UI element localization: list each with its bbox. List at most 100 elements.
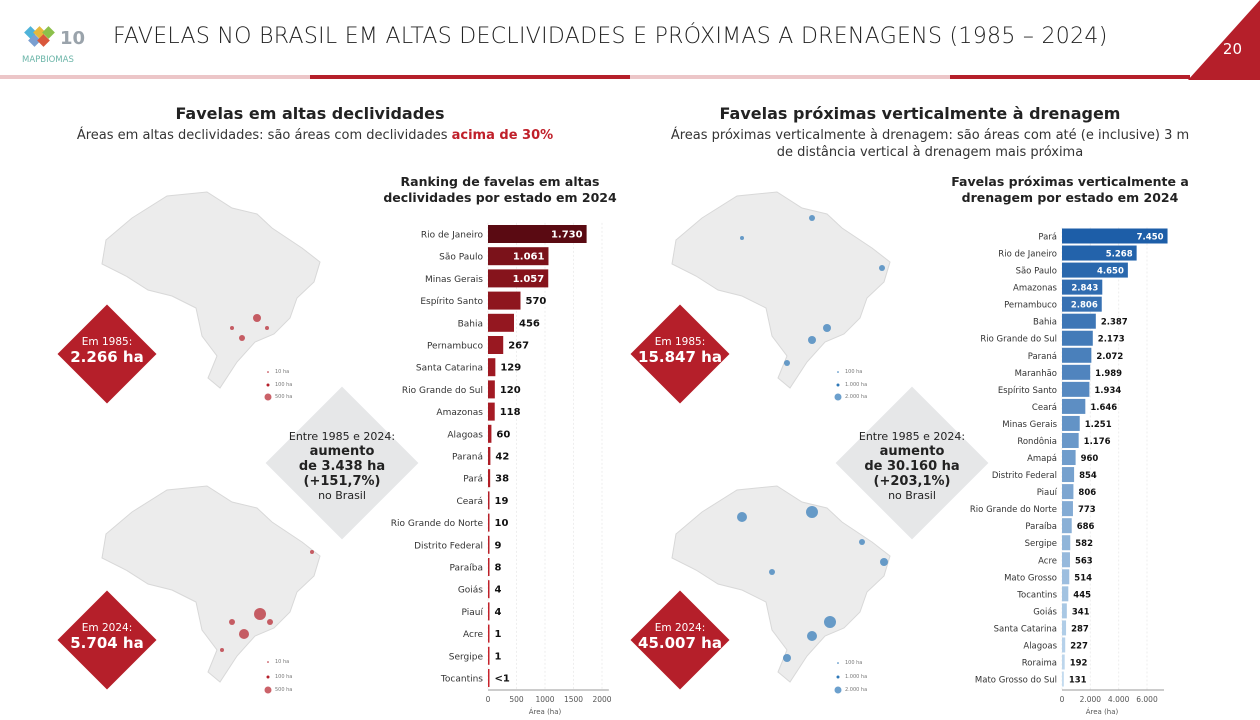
bar — [488, 313, 514, 332]
map-legend-label: 500 ha — [275, 687, 293, 693]
category-label: Acre — [463, 630, 483, 640]
left-panel-title: Favelas em altas declividades — [175, 104, 445, 123]
value-label: 42 — [495, 452, 509, 463]
category-label: Tocantins — [440, 675, 483, 685]
map-legend-label: 100 ha — [275, 382, 293, 388]
category-label: Espírito Santo — [420, 297, 483, 307]
change-text: aumento — [309, 444, 375, 459]
bar — [488, 624, 490, 643]
map-legend-label: 100 ha — [845, 660, 863, 666]
map-legend-label: 1.000 ha — [845, 674, 868, 680]
change-text: de 3.438 ha — [298, 459, 386, 474]
map-legend-label: 2.000 ha — [845, 394, 868, 400]
change-text: de 30.160 ha — [864, 459, 960, 474]
badge-value: 15.847 ha — [638, 348, 722, 366]
category-label: Amazonas — [436, 408, 483, 418]
map-1985-right — [671, 191, 891, 389]
bar — [488, 447, 491, 465]
value-label: 4 — [495, 607, 502, 618]
value-label: 10 — [495, 518, 509, 529]
x-tick-label: 1500 — [564, 695, 583, 704]
change-text: no Brasil — [888, 489, 936, 502]
bar — [488, 424, 492, 443]
right-panel-title: Favelas próximas verticalmente à drenage… — [719, 104, 1121, 123]
value-label: 8 — [495, 563, 502, 574]
value-label: 1.057 — [513, 274, 545, 285]
badge-value: 2.266 ha — [70, 348, 144, 366]
badge-1985-left-text: Em 1985: 2.266 ha — [47, 336, 167, 366]
map-legend-right-2024 — [834, 662, 842, 694]
value-label: 38 — [495, 474, 509, 485]
category-label: Sergipe — [449, 652, 484, 662]
right-panel-subtitle: Áreas próximas verticalmente à drenagem:… — [640, 127, 1220, 161]
map-legend-label: 100 ha — [275, 674, 293, 680]
map-2024-right — [671, 485, 891, 683]
category-label: Rio Grande do Sul — [402, 386, 483, 396]
change-text: Entre 1985 e 2024: — [288, 430, 396, 443]
value-label: 4 — [495, 585, 502, 596]
page-corner — [1188, 0, 1260, 80]
badge-2024-left-text: Em 2024: 5.704 ha — [47, 622, 167, 652]
category-label: Distrito Federal — [414, 541, 483, 551]
svg-text:10: 10 — [60, 28, 85, 49]
category-label: São Paulo — [439, 253, 483, 263]
value-label: 1 — [495, 629, 502, 640]
logo: 10 MAPBIOMAS — [22, 24, 94, 66]
category-label: Rio de Janeiro — [421, 231, 484, 241]
mapbiomas-logo-icon: 10 MAPBIOMAS — [22, 26, 85, 65]
bar — [488, 491, 490, 510]
bar — [488, 291, 521, 310]
bar — [488, 669, 490, 687]
map-legend-label: 1.000 ha — [845, 382, 868, 388]
category-label: Paraná — [452, 453, 483, 463]
value-label: 267 — [508, 341, 529, 352]
map-legend-label: 2.000 ha — [845, 687, 868, 693]
x-axis-label: Área (ha) — [529, 707, 562, 716]
divider — [0, 75, 310, 79]
subtitle-line: Áreas próximas verticalmente à drenagem:… — [670, 128, 1190, 143]
badge-value: 5.704 ha — [70, 634, 144, 652]
value-label: 19 — [495, 496, 509, 507]
left-panel-subtitle: Áreas em altas declividades: são áreas c… — [30, 127, 600, 144]
badge-label: Em 2024: — [81, 622, 133, 634]
map-1985-left — [101, 191, 321, 389]
change-badge-left-text: Entre 1985 e 2024: aumento de 3.438 ha (+15… — [267, 430, 417, 503]
x-tick-label: 1000 — [535, 695, 554, 704]
badge-label: Em 1985: — [81, 336, 133, 348]
category-label: Santa Catarina — [416, 364, 483, 374]
bar — [488, 358, 496, 377]
map-2024-left — [101, 485, 321, 683]
bar — [488, 402, 495, 421]
bar — [488, 646, 490, 665]
map-legend-label: 100 ha — [845, 369, 863, 375]
badge-1985-right-text: Em 1985: 15.847 ha — [620, 336, 740, 366]
badge-value: 45.007 ha — [638, 634, 722, 652]
category-label: Pernambuco — [427, 342, 484, 352]
category-label: Paraíba — [450, 564, 483, 574]
x-tick-label: 500 — [509, 695, 524, 704]
badge-2024-right-text: Em 2024: 45.007 ha — [620, 622, 740, 652]
page-number: 20 — [1222, 40, 1242, 58]
map-legend-right-1985 — [834, 371, 842, 401]
category-label: Rio Grande do Norte — [391, 519, 484, 529]
change-text: (+151,7%) — [303, 474, 381, 489]
badge-label: Em 1985: — [654, 336, 706, 348]
bar — [488, 580, 490, 599]
x-tick-label: 0 — [486, 695, 491, 704]
bar — [488, 535, 490, 554]
svg-text:MAPBIOMAS: MAPBIOMAS — [22, 55, 74, 65]
category-label: Ceará — [456, 497, 483, 507]
right-chart-title: Favelas próximas verticalmente a drenage… — [951, 174, 1189, 205]
map-legend-left-2024 — [264, 661, 272, 694]
bar — [488, 469, 491, 488]
value-label: 570 — [525, 296, 546, 307]
bar — [488, 513, 490, 532]
divider — [950, 75, 1190, 79]
bar — [488, 602, 490, 621]
divider — [630, 75, 950, 79]
category-label: Bahia — [458, 319, 483, 329]
value-label: 456 — [519, 318, 540, 329]
change-text: Entre 1985 e 2024: — [858, 430, 966, 443]
